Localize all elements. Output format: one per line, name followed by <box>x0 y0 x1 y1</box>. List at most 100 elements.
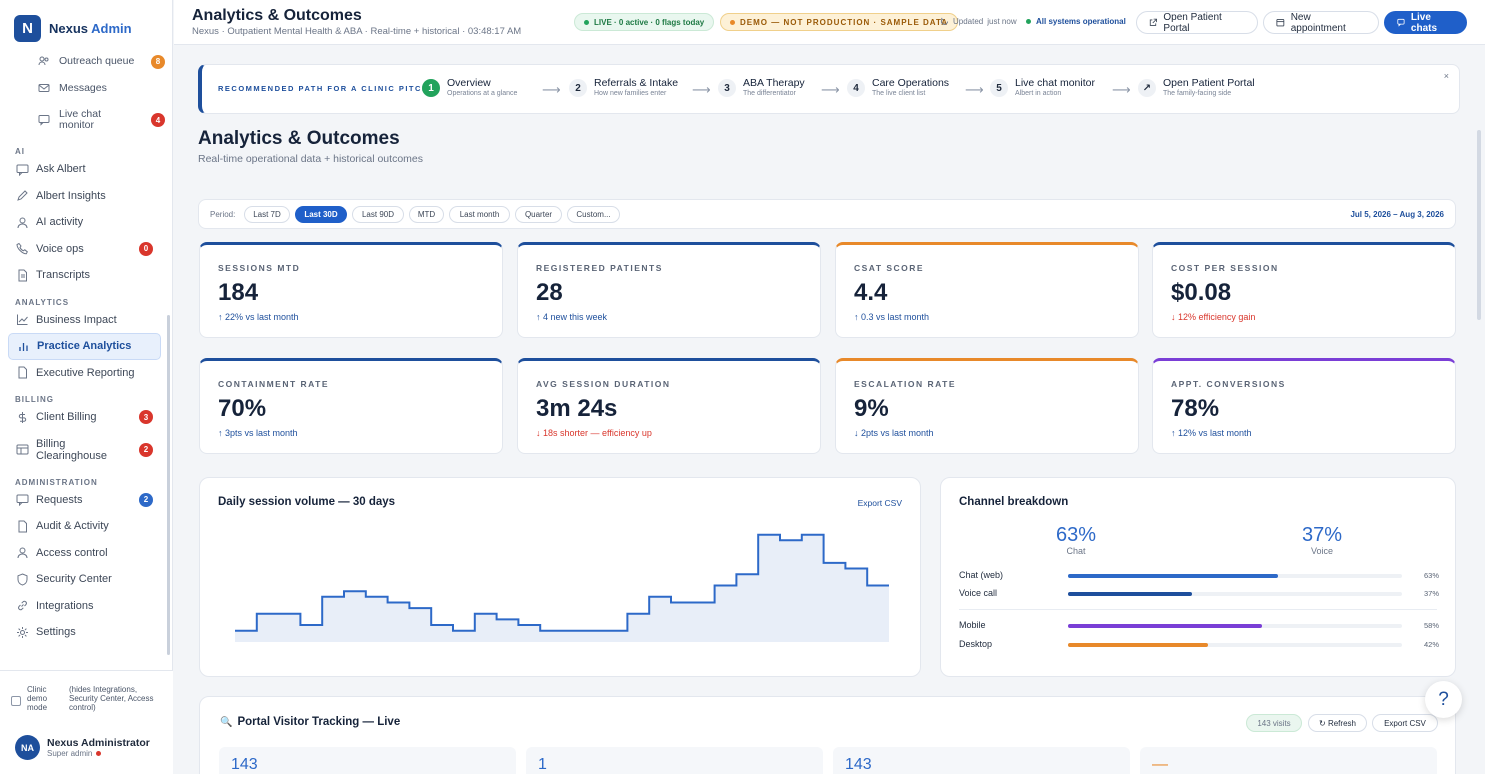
demo-mode-note: (hides Integrations, Security Center, Ac… <box>69 685 154 712</box>
pitch-step-patient-portal[interactable]: ↗ Open Patient Portal The family-facing s… <box>1138 77 1255 99</box>
sidebar-item-ai-activity[interactable]: AI activity <box>8 209 161 236</box>
period-chip-mtd[interactable]: MTD <box>409 206 444 223</box>
user-profile[interactable]: NA Nexus Administrator Super admin <box>15 735 150 760</box>
sidebar-item-settings[interactable]: Settings <box>8 619 161 646</box>
sidebar-item-messages[interactable]: Messages <box>0 75 173 102</box>
live-chats-button[interactable]: Live chats <box>1384 11 1467 34</box>
document-icon <box>18 366 27 379</box>
nav-section-administration: ADMINISTRATION <box>15 477 98 487</box>
kpi-card-cost-per-session: COST PER SESSION $0.08 ↓ 12% efficiency … <box>1152 242 1456 338</box>
brand[interactable]: N Nexus Admin <box>14 15 132 42</box>
sidebar-item-client-billing[interactable]: Client Billing 3 <box>8 404 161 431</box>
nav-section-analytics: ANALYTICS <box>15 297 70 307</box>
visitor-stat-card: 143 <box>833 747 1130 774</box>
channel-voice-stat: 37% Voice <box>1301 524 1343 556</box>
users-icon <box>38 56 49 66</box>
page-title: Analytics & Outcomes <box>198 128 400 149</box>
export-csv-button[interactable]: Export CSV <box>1372 714 1438 732</box>
gear-icon <box>17 626 28 638</box>
kpi-card-sessions: SESSIONS MTD 184 ↑ 22% vs last month <box>199 242 503 338</box>
chat-icon <box>16 164 29 176</box>
pitch-step-live-chat[interactable]: 5 Live chat monitor Albert in action <box>990 77 1095 99</box>
sidebar-item-practice-analytics[interactable]: Practice Analytics <box>8 333 161 360</box>
sidebar-item-security-center[interactable]: Security Center <box>8 566 161 593</box>
sidebar-nav: Outreach queue 8 Messages Live chat moni… <box>0 48 173 670</box>
demo-mode-checkbox[interactable] <box>11 696 21 706</box>
user-icon <box>17 547 28 559</box>
trend-icon <box>17 314 28 326</box>
close-icon[interactable]: × <box>1443 71 1449 81</box>
daily-volume-title: Daily session volume — 30 days <box>218 496 396 508</box>
help-button[interactable]: ? <box>1425 681 1462 718</box>
pitch-label: RECOMMENDED PATH FOR A CLINIC PITCH <box>218 84 429 93</box>
brand-logo: N <box>14 15 41 42</box>
volume-line <box>235 533 889 632</box>
bar-fill-mobile <box>1068 624 1262 628</box>
kpi-card-avg-session-duration: AVG SESSION DURATION 3m 24s ↓ 18s shorte… <box>517 358 821 454</box>
sidebar-item-business-impact[interactable]: Business Impact <box>8 307 161 334</box>
user-name: Nexus Administrator <box>47 737 150 749</box>
open-patient-portal-button[interactable]: Open Patient Portal <box>1136 11 1258 34</box>
pitch-step-overview[interactable]: 1 Overview Operations at a glance <box>422 77 517 99</box>
pitch-step-care-operations[interactable]: 4 Care Operations The live client list <box>847 77 949 99</box>
sidebar-item-voice-ops[interactable]: Voice ops 0 <box>8 236 161 263</box>
export-csv-link[interactable]: Export CSV <box>857 498 902 508</box>
sidebar-scrollbar[interactable] <box>167 315 170 655</box>
live-chat-badge: 4 <box>151 113 165 127</box>
user-icon <box>17 217 28 228</box>
pitch-step-referrals[interactable]: 2 Referrals & Intake How new families ent… <box>569 77 678 99</box>
sidebar-item-access-control[interactable]: Access control <box>8 540 161 567</box>
portal-visitor-card: 🔍 Portal Visitor Tracking — Live 143 vis… <box>199 696 1456 774</box>
header-title: Analytics & Outcomes <box>192 7 362 24</box>
sidebar-item-audit-activity[interactable]: Audit & Activity <box>8 513 161 540</box>
channel-chat-stat: 63% Chat <box>1055 524 1097 556</box>
sidebar-item-albert-insights[interactable]: Albert Insights <box>8 183 161 210</box>
visitor-stat-card: 143 <box>219 747 516 774</box>
period-chip-quarter[interactable]: Quarter <box>515 206 562 223</box>
refresh-button[interactable]: ↻ Refresh <box>1308 714 1367 732</box>
period-chip-last-30d[interactable]: Last 30D <box>295 206 347 223</box>
new-appointment-button[interactable]: New appointment <box>1263 11 1379 34</box>
sidebar-item-outreach-queue[interactable]: Outreach queue 8 <box>0 48 173 75</box>
sidebar-item-billing-clearinghouse[interactable]: Billing Clearinghouse 2 <box>8 431 161 469</box>
avatar: NA <box>15 735 40 760</box>
sidebar-item-executive-reporting[interactable]: Executive Reporting <box>8 360 161 387</box>
demo-mode-label: Clinic demo mode <box>27 685 48 712</box>
bar-chart-icon <box>19 342 28 351</box>
arrow-right-icon: ⟶ <box>542 82 561 97</box>
demo-mode-toggle[interactable]: Clinic demo mode (hides Integrations, Se… <box>11 685 164 712</box>
period-chip-last-7d[interactable]: Last 7D <box>244 206 290 223</box>
arrow-right-icon: ⟶ <box>821 82 840 97</box>
period-filter-bar: Period: Last 7D Last 30D Last 90D MTD La… <box>198 199 1456 229</box>
chat-bubble-icon <box>38 115 50 126</box>
sidebar-item-integrations[interactable]: Integrations <box>8 593 161 620</box>
kpi-card-csat: CSAT SCORE 4.4 ↑ 0.3 vs last month <box>835 242 1139 338</box>
visitor-stat-card: 1 <box>526 747 823 774</box>
chat-icon <box>1397 18 1405 27</box>
main-scrollbar[interactable] <box>1477 130 1481 320</box>
kpi-card-registered-patients: REGISTERED PATIENTS 28 ↑ 4 new this week <box>517 242 821 338</box>
period-chip-last-month[interactable]: Last month <box>449 206 510 223</box>
pitch-path-banner: RECOMMENDED PATH FOR A CLINIC PITCH 1 Ov… <box>198 64 1460 114</box>
arrow-right-icon: ⟶ <box>1112 82 1131 97</box>
demo-warning-pill: DEMO — NOT PRODUCTION · SAMPLE DATA <box>720 13 959 31</box>
nav-section-ai: AI <box>15 147 25 156</box>
nav-section-billing: BILLING <box>15 395 54 404</box>
header-subtitle: Nexus · Outpatient Mental Health & ABA ·… <box>192 26 522 37</box>
phone-icon <box>16 243 28 255</box>
kpi-card-containment: CONTAINMENT RATE 70% ↑ 3pts vs last mont… <box>199 358 503 454</box>
sidebar-item-live-chat-monitor[interactable]: Live chat monitor 4 <box>0 102 173 138</box>
channel-bar-voice-call: Voice call 37% <box>959 588 1439 598</box>
main-content: RECOMMENDED PATH FOR A CLINIC PITCH 1 Ov… <box>174 45 1485 774</box>
period-chip-custom[interactable]: Custom... <box>567 206 620 223</box>
sidebar-item-requests[interactable]: Requests 2 <box>8 487 161 514</box>
sidebar-footer: Clinic demo mode (hides Integrations, Se… <box>0 670 173 774</box>
demo-dot-icon <box>730 19 735 25</box>
outreach-badge: 8 <box>151 54 165 69</box>
system-status: All systems operational <box>1026 17 1126 26</box>
sidebar-item-transcripts[interactable]: Transcripts <box>8 262 161 289</box>
period-chip-last-90d[interactable]: Last 90D <box>352 206 404 223</box>
shield-icon <box>17 573 28 586</box>
pitch-step-aba-therapy[interactable]: 3 ABA Therapy The differentiator <box>718 77 805 99</box>
sidebar-item-ask-albert[interactable]: Ask Albert <box>8 156 161 183</box>
